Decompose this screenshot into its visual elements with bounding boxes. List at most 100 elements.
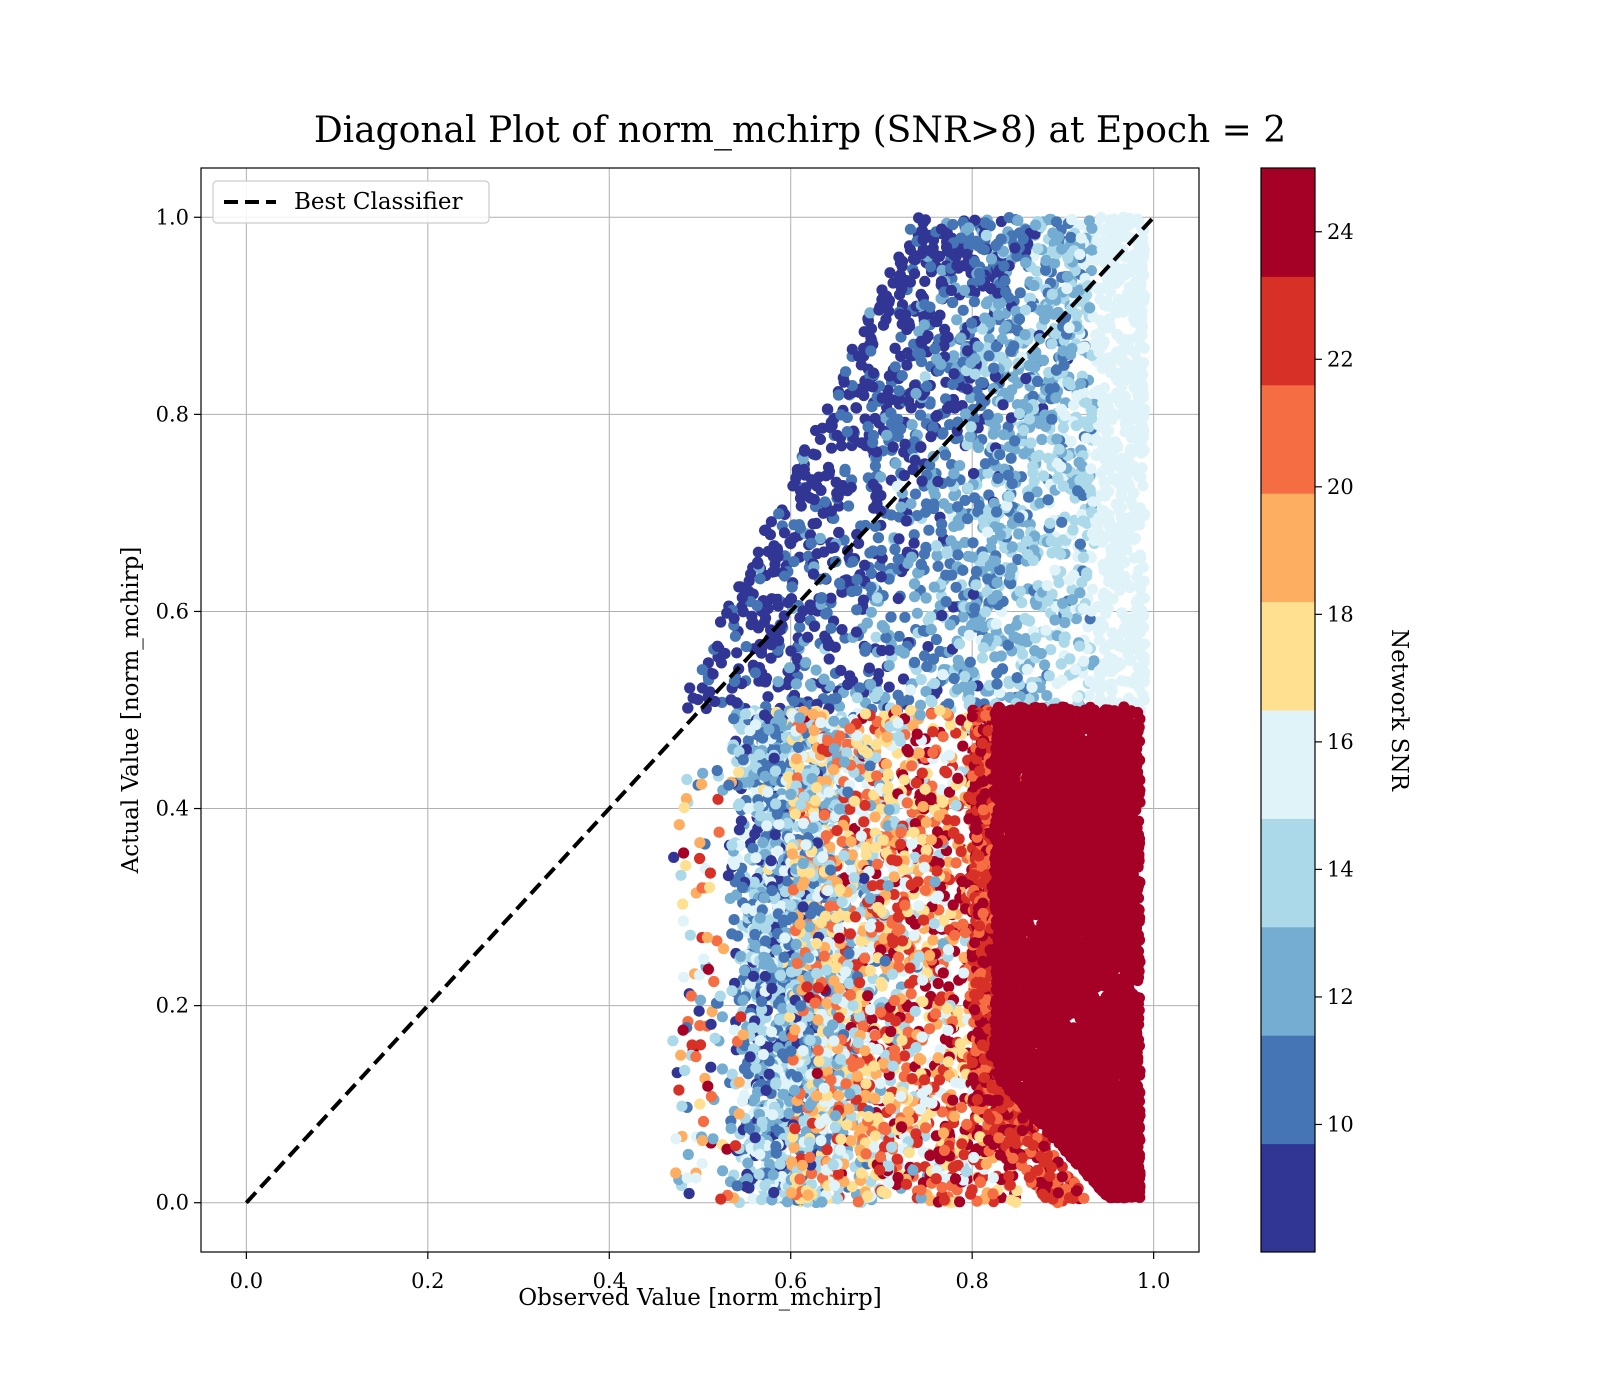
scatter-point <box>1042 452 1054 464</box>
chart-title: Diagonal Plot of norm_mchirp (SNR>8) at … <box>314 110 1286 151</box>
scatter-point <box>1128 629 1140 641</box>
scatter-point <box>1121 544 1133 556</box>
scatter-point <box>883 681 895 693</box>
scatter-point <box>895 423 907 435</box>
scatter-point <box>889 361 901 373</box>
scatter-point <box>995 233 1007 245</box>
scatter-point <box>972 442 985 454</box>
scatter-point <box>1133 672 1145 684</box>
scatter-point <box>1040 254 1052 266</box>
scatter-point <box>1016 634 1028 646</box>
scatter-point <box>1139 638 1151 650</box>
scatter-point <box>749 928 761 941</box>
scatter-point <box>1009 242 1021 254</box>
scatter-point <box>952 654 964 666</box>
scatter-point <box>1073 456 1085 469</box>
scatter-point <box>798 445 811 457</box>
scatter-point <box>844 670 856 682</box>
scatter-point <box>899 438 911 450</box>
scatter-point <box>788 1142 800 1154</box>
scatter-point <box>1085 463 1097 475</box>
scatter-point <box>1032 243 1044 255</box>
scatter-point <box>749 1132 761 1144</box>
scatter-point <box>994 448 1006 461</box>
scatter-point <box>744 1051 756 1063</box>
scatter-point <box>726 985 738 997</box>
scatter-point <box>835 440 848 452</box>
scatter-point <box>861 617 873 629</box>
scatter-point <box>777 1088 789 1100</box>
scatter-point <box>755 647 768 659</box>
scatter-point <box>737 994 749 1006</box>
scatter-point <box>754 912 766 924</box>
scatter-point <box>940 596 952 608</box>
scatter-point <box>1002 469 1014 481</box>
scatter-point <box>774 969 787 982</box>
scatter-point <box>872 532 885 544</box>
scatter-point <box>1080 478 1092 490</box>
scatter-point <box>756 1116 768 1128</box>
scatter-point <box>1116 485 1128 497</box>
scatter-point <box>1090 434 1102 446</box>
scatter-point <box>1013 528 1025 540</box>
scatter-point <box>948 672 960 685</box>
scatter-point <box>966 551 979 563</box>
scatter-point <box>937 427 949 439</box>
scatter-point <box>1046 413 1058 425</box>
scatter-point <box>916 248 928 260</box>
scatter-point <box>899 611 911 623</box>
scatter-point <box>922 641 934 653</box>
scatter-point <box>1038 470 1050 482</box>
scatter-point <box>906 419 918 431</box>
scatter-point <box>871 498 883 510</box>
scatter-point <box>1129 425 1141 437</box>
scatter-point <box>983 350 995 362</box>
scatter-point <box>866 401 878 413</box>
scatter-point <box>841 426 853 438</box>
scatter-point <box>940 333 952 345</box>
scatter-point <box>767 1169 779 1181</box>
scatter-point <box>978 551 990 563</box>
scatter-point <box>1126 266 1138 278</box>
scatter-point <box>858 326 870 338</box>
scatter-point <box>980 298 993 310</box>
scatter-point <box>1130 406 1142 418</box>
scatter-point <box>925 431 937 443</box>
scatter-point <box>735 950 747 962</box>
scatter-point <box>1020 372 1032 385</box>
scatter-point <box>892 553 904 565</box>
scatter-point <box>876 644 888 657</box>
scatter-point <box>1110 572 1122 584</box>
scatter-point <box>1097 421 1109 433</box>
scatter-point <box>825 442 838 454</box>
scatter-point <box>941 546 953 558</box>
scatter-point <box>966 317 978 329</box>
scatter-point <box>1021 663 1033 676</box>
scatter-point <box>952 501 964 513</box>
scatter-point <box>1122 648 1134 660</box>
scatter-point <box>807 518 819 530</box>
scatter-point <box>808 620 821 633</box>
scatter-point <box>831 487 843 499</box>
scatter-point <box>867 430 880 442</box>
scatter-point <box>774 1158 786 1170</box>
scatter-point <box>982 409 994 421</box>
scatter-point <box>992 472 1004 484</box>
scatter-point <box>842 678 854 691</box>
scatter-point <box>1056 516 1068 528</box>
scatter-point <box>1128 552 1140 564</box>
scatter-point <box>814 433 827 445</box>
scatter-point <box>990 341 1003 353</box>
scatter-point <box>947 296 959 309</box>
scatter-point <box>919 299 931 311</box>
scatter-point <box>819 496 831 508</box>
scatter-point <box>1013 408 1025 420</box>
scatter-point <box>930 633 943 646</box>
scatter-point <box>962 482 974 494</box>
scatter-point <box>1127 518 1140 530</box>
scatter-point <box>998 260 1010 272</box>
scatter-point <box>889 342 901 354</box>
scatter-point <box>748 876 760 888</box>
scatter-point <box>1096 243 1108 255</box>
scatter-point <box>992 309 1004 321</box>
